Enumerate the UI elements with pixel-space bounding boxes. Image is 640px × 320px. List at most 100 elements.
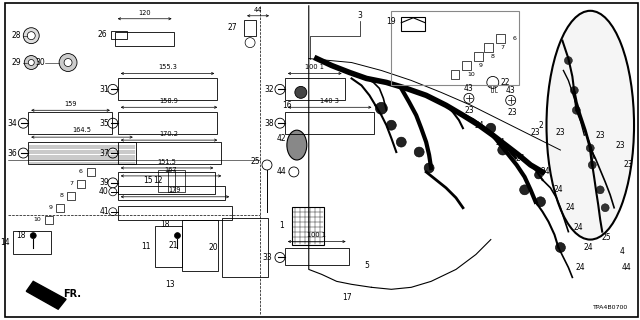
- Text: 164.5: 164.5: [72, 127, 92, 133]
- Text: 100 1: 100 1: [305, 65, 324, 70]
- Text: 120: 120: [138, 10, 151, 16]
- Circle shape: [109, 188, 116, 196]
- Text: 18: 18: [16, 231, 26, 240]
- Text: 44: 44: [276, 167, 286, 176]
- Circle shape: [396, 137, 406, 147]
- Bar: [118, 206, 232, 220]
- Text: 23: 23: [556, 128, 565, 137]
- Text: 30: 30: [35, 58, 45, 67]
- Polygon shape: [26, 281, 66, 309]
- Text: 19: 19: [387, 17, 396, 26]
- Circle shape: [506, 95, 516, 105]
- Text: 17: 17: [342, 293, 351, 302]
- Text: 2: 2: [538, 121, 543, 130]
- Bar: [285, 78, 344, 100]
- Text: 24: 24: [474, 121, 484, 130]
- Text: 21: 21: [169, 241, 179, 250]
- Bar: [391, 11, 518, 85]
- Text: 43: 43: [464, 84, 474, 93]
- Text: 170.2: 170.2: [159, 131, 179, 137]
- Circle shape: [30, 233, 36, 239]
- Text: 158.9: 158.9: [159, 98, 179, 104]
- Text: 100 1: 100 1: [307, 232, 326, 238]
- Bar: [157, 170, 175, 192]
- Bar: [401, 17, 425, 31]
- Circle shape: [570, 86, 579, 94]
- Circle shape: [28, 32, 35, 40]
- Text: 8: 8: [491, 54, 495, 59]
- Text: 1: 1: [279, 221, 284, 230]
- Circle shape: [108, 178, 118, 188]
- Circle shape: [59, 53, 77, 71]
- Text: 23: 23: [508, 108, 518, 117]
- Circle shape: [23, 28, 39, 44]
- Text: 33: 33: [262, 253, 272, 262]
- Bar: [118, 172, 215, 194]
- Bar: [496, 34, 505, 43]
- Bar: [118, 78, 217, 100]
- Circle shape: [414, 147, 424, 157]
- Text: 23: 23: [531, 128, 540, 137]
- Text: 159: 159: [64, 101, 77, 107]
- Text: 7: 7: [69, 181, 73, 186]
- Circle shape: [556, 243, 565, 252]
- Circle shape: [520, 185, 529, 195]
- Circle shape: [109, 208, 116, 216]
- Text: FR.: FR.: [63, 289, 81, 299]
- Text: 5: 5: [364, 261, 369, 270]
- Bar: [222, 218, 268, 277]
- Circle shape: [28, 60, 35, 66]
- Circle shape: [464, 93, 474, 103]
- Bar: [182, 220, 218, 271]
- Circle shape: [572, 106, 580, 114]
- Bar: [463, 61, 472, 70]
- Text: 24: 24: [575, 263, 585, 272]
- Circle shape: [64, 59, 72, 67]
- Circle shape: [289, 167, 299, 177]
- Bar: [56, 204, 64, 212]
- Text: 23: 23: [595, 131, 605, 140]
- Text: 11: 11: [141, 242, 150, 251]
- Text: 22: 22: [500, 78, 510, 87]
- Circle shape: [596, 186, 604, 194]
- Text: 24: 24: [584, 243, 593, 252]
- Circle shape: [534, 171, 543, 179]
- Text: 44: 44: [621, 263, 631, 272]
- Text: 34: 34: [8, 119, 17, 128]
- Text: 9: 9: [479, 63, 483, 68]
- Text: 36: 36: [8, 148, 17, 157]
- Text: 24: 24: [566, 203, 575, 212]
- Circle shape: [275, 84, 285, 94]
- Text: 38: 38: [264, 119, 274, 128]
- Text: 151.5: 151.5: [157, 159, 177, 165]
- Text: 15: 15: [143, 176, 152, 185]
- Bar: [115, 32, 175, 46]
- Text: 44: 44: [254, 7, 262, 13]
- Circle shape: [275, 118, 285, 128]
- Bar: [285, 248, 349, 265]
- Bar: [484, 43, 493, 52]
- Text: 24: 24: [541, 167, 550, 176]
- Text: 155.3: 155.3: [158, 65, 177, 70]
- Circle shape: [376, 102, 387, 114]
- Circle shape: [586, 144, 595, 152]
- Text: 24: 24: [516, 154, 525, 163]
- Circle shape: [387, 120, 396, 130]
- Circle shape: [536, 197, 545, 207]
- Text: 24: 24: [573, 223, 583, 232]
- Text: 42: 42: [276, 134, 286, 143]
- Text: 140 3: 140 3: [320, 98, 339, 104]
- Circle shape: [175, 233, 180, 239]
- Circle shape: [588, 161, 596, 169]
- Bar: [28, 112, 112, 134]
- Text: 9: 9: [48, 205, 52, 210]
- Text: 179: 179: [169, 187, 181, 193]
- Circle shape: [108, 148, 118, 158]
- Text: 13: 13: [166, 280, 175, 289]
- Bar: [67, 192, 75, 200]
- Text: TPA4B0700: TPA4B0700: [593, 305, 628, 310]
- Ellipse shape: [547, 11, 634, 240]
- Text: 23: 23: [615, 140, 625, 149]
- Circle shape: [498, 145, 508, 155]
- Text: 24: 24: [554, 185, 563, 194]
